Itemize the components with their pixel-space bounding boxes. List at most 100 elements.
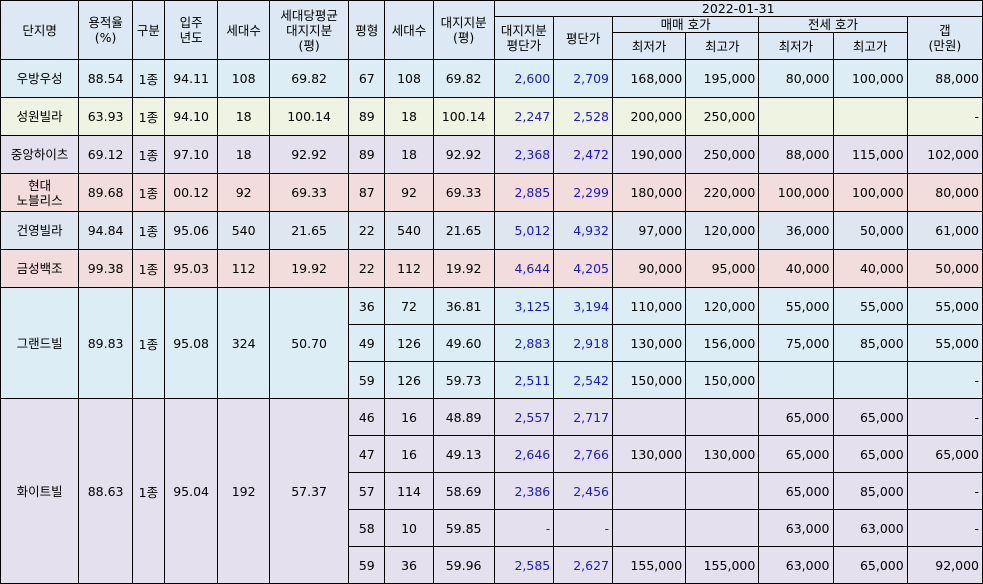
far-value: 94.84 <box>78 211 133 250</box>
zone-value: 1종 <box>131 97 165 136</box>
zone-value: 1종 <box>131 211 165 250</box>
avg-land-share: 19.92 <box>268 249 350 288</box>
far-value: 63.93 <box>78 97 133 136</box>
land-unit-price: 2,585 <box>493 546 555 584</box>
type-units: 112 <box>384 249 434 288</box>
land-unit-price: 2,247 <box>493 97 555 136</box>
sale-min: 130,000 <box>611 324 687 362</box>
total-units: 108 <box>217 59 270 98</box>
table-body: 우방우성 88.54 1종 94.11 108 69.82 67 108 69.82 2,600 2… <box>0 59 983 584</box>
pyeong-value: 89 <box>348 135 386 174</box>
unit-price: 2,456 <box>553 472 613 510</box>
jeonse-max: 100,000 <box>832 173 908 212</box>
total-units: 92 <box>217 173 270 212</box>
land-share: 19.92 <box>432 249 495 288</box>
header-complex: 단지명 <box>0 0 80 60</box>
unit-price: 2,299 <box>553 173 613 212</box>
far-value: 88.63 <box>78 398 133 584</box>
land-unit-price: 2,883 <box>493 324 555 362</box>
sale-min: 90,000 <box>611 249 687 288</box>
total-units: 18 <box>217 97 270 136</box>
table-row: 화이트빌 88.63 1종 95.04 192 57.37 46 16 48.89 2,557 2,… <box>0 398 983 584</box>
sale-max: 155,000 <box>685 546 760 584</box>
zone-value: 1종 <box>131 287 165 399</box>
land-unit-price: - <box>493 509 555 547</box>
zone-value: 1종 <box>131 249 165 288</box>
sale-max <box>685 472 760 510</box>
land-share: 59.85 <box>432 509 495 547</box>
unit-price: 2,472 <box>553 135 613 174</box>
far-value: 88.54 <box>78 59 133 98</box>
sale-min: 200,000 <box>611 97 687 136</box>
land-share: 59.73 <box>432 361 495 399</box>
pyeong-value: 87 <box>348 173 386 212</box>
avg-land-share: 21.65 <box>268 211 350 250</box>
unit-price: 4,932 <box>553 211 613 250</box>
jeonse-min <box>758 361 834 399</box>
land-share: 49.60 <box>432 324 495 362</box>
sale-max <box>685 509 760 547</box>
gap-value: - <box>906 472 983 510</box>
zone-value: 1종 <box>131 173 165 212</box>
gap-value: 102,000 <box>906 135 983 174</box>
jeonse-min: 65,000 <box>758 472 834 510</box>
type-units: 108 <box>384 59 434 98</box>
far-value: 89.68 <box>78 173 133 212</box>
zone-value: 1종 <box>131 59 165 98</box>
land-share: 69.33 <box>432 173 495 212</box>
header-far: 용적율 (%) <box>78 0 133 60</box>
header-zone: 구분 <box>131 0 165 60</box>
header-land-price: 대지지분 평단가 <box>493 16 555 60</box>
header-sale: 매매 호가 <box>611 16 760 33</box>
type-units: 92 <box>384 173 434 212</box>
type-units: 126 <box>384 361 434 399</box>
sale-min: 180,000 <box>611 173 687 212</box>
jeonse-min: 100,000 <box>758 173 834 212</box>
jeonse-min: 40,000 <box>758 249 834 288</box>
type-units: 10 <box>384 509 434 547</box>
built-year: 97.10 <box>163 135 219 174</box>
built-year: 00.12 <box>163 173 219 212</box>
jeonse-max: 65,000 <box>832 398 908 436</box>
gap-value: 92,000 <box>906 546 983 584</box>
sale-max: 130,000 <box>685 435 760 473</box>
sale-min <box>611 509 687 547</box>
built-year: 95.03 <box>163 249 219 288</box>
table-row: 우방우성 88.54 1종 94.11 108 69.82 67 108 69.82 2,600 2… <box>0 59 983 98</box>
header-avg-land: 세대당평균 대지지분 (평) <box>268 0 350 60</box>
built-year: 94.11 <box>163 59 219 98</box>
type-units: 540 <box>384 211 434 250</box>
avg-land-share: 69.82 <box>268 59 350 98</box>
jeonse-min <box>758 97 834 136</box>
zone-value: 1종 <box>131 135 165 174</box>
table-row: 건영빌라 94.84 1종 95.06 540 21.65 22 540 21.65 5,012 4… <box>0 211 983 250</box>
land-share: 92.92 <box>432 135 495 174</box>
jeonse-min: 65,000 <box>758 398 834 436</box>
jeonse-max: 115,000 <box>832 135 908 174</box>
unit-price: 2,717 <box>553 398 613 436</box>
table-row: 49 126 49.60 2,883 2,918 130,000 156,000 75,000… <box>0 324 983 362</box>
gap-value: 55,000 <box>906 287 983 325</box>
type-units: 16 <box>384 398 434 436</box>
sale-min: 130,000 <box>611 435 687 473</box>
land-unit-price: 2,600 <box>493 59 555 98</box>
type-units: 114 <box>384 472 434 510</box>
zone-value: 1종 <box>131 398 165 584</box>
pyeong-value: 67 <box>348 59 386 98</box>
avg-land-share: 69.33 <box>268 173 350 212</box>
unit-price: 2,542 <box>553 361 613 399</box>
header-type-units: 세대수 <box>384 0 434 60</box>
unit-price: 3,194 <box>553 287 613 325</box>
type-units: 18 <box>384 135 434 174</box>
sale-min: 97,000 <box>611 211 687 250</box>
land-unit-price: 2,386 <box>493 472 555 510</box>
sale-min <box>611 398 687 436</box>
pyeong-value: 89 <box>348 97 386 136</box>
jeonse-max: 85,000 <box>832 324 908 362</box>
jeonse-max: 100,000 <box>832 59 908 98</box>
sale-min <box>611 472 687 510</box>
table-row: 47 16 49.13 2,646 2,766 130,000 130,000 65,000 6… <box>0 435 983 473</box>
sale-max: 150,000 <box>685 361 760 399</box>
table-row: 중앙하이츠 69.12 1종 97.10 18 92.92 89 18 92.92 2,368 2,… <box>0 135 983 174</box>
